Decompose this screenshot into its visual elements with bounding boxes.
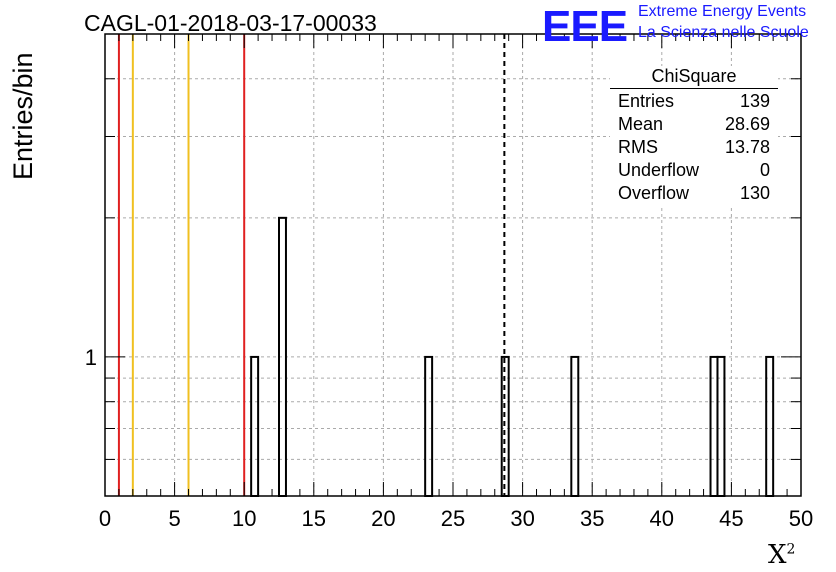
stats-value: 13.78 xyxy=(724,137,770,157)
stats-row-overflow: Overflow 130 xyxy=(610,182,778,205)
stats-value: 0 xyxy=(759,160,770,180)
stats-row-underflow: Underflow 0 xyxy=(610,159,778,182)
x-tick-label: 25 xyxy=(441,506,465,531)
eee-logo-line2: La Scienza nelle Scuole xyxy=(638,24,809,41)
x-tick-label: 50 xyxy=(789,506,813,531)
eee-logo-line1: Extreme Energy Events xyxy=(638,3,807,20)
x-tick-label: 35 xyxy=(580,506,604,531)
stats-title: ChiSquare xyxy=(610,66,778,89)
stats-label: RMS xyxy=(618,137,658,157)
y-tick-label: 1 xyxy=(85,345,97,370)
y-axis-label: Entries/bin xyxy=(8,52,38,180)
x-tick-label: 15 xyxy=(302,506,326,531)
x-tick-label: 0 xyxy=(99,506,111,531)
x-tick-label: 5 xyxy=(168,506,180,531)
stats-box: ChiSquare Entries 139 Mean 28.69 RMS 13.78 … xyxy=(610,66,778,205)
x-tick-label: 40 xyxy=(650,506,674,531)
chart-title: CAGL-01-2018-03-17-00033 xyxy=(84,10,377,36)
x-tick-label: 10 xyxy=(232,506,256,531)
stats-row-rms: RMS 13.78 xyxy=(610,136,778,159)
x-tick-label: 30 xyxy=(510,506,534,531)
stats-value: 130 xyxy=(739,183,770,203)
x-axis-label: X2 xyxy=(768,540,795,570)
eee-logo-mark: EEE xyxy=(542,2,628,51)
x-axis-label-base: X xyxy=(768,540,787,570)
x-tick-label: 45 xyxy=(719,506,743,531)
stats-row-entries: Entries 139 xyxy=(610,90,778,113)
stats-row-mean: Mean 28.69 xyxy=(610,113,778,136)
x-tick-label: 20 xyxy=(371,506,395,531)
stats-label: Overflow xyxy=(618,183,690,203)
stats-label: Entries xyxy=(618,91,675,111)
stats-value: 28.69 xyxy=(724,114,770,134)
stats-label: Underflow xyxy=(618,160,700,180)
stats-label: Mean xyxy=(618,114,664,134)
x-axis-label-sup: 2 xyxy=(786,541,796,558)
stats-value: 139 xyxy=(739,91,770,111)
